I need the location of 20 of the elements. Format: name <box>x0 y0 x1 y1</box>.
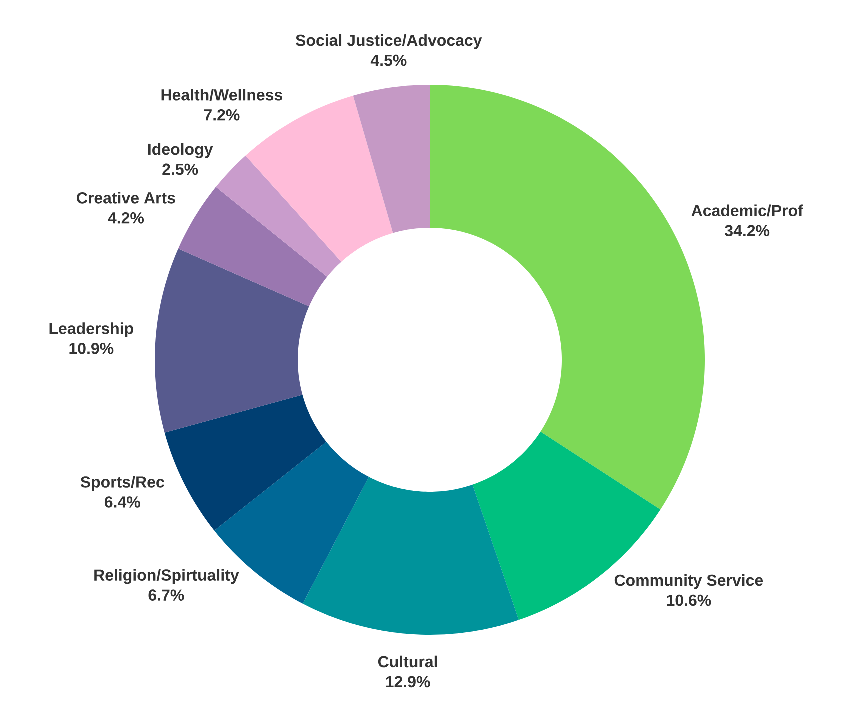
slice-label: Leadership <box>50 322 134 338</box>
slice-label: Academic/Prof <box>692 204 804 217</box>
data-label: 4.2% <box>108 212 144 224</box>
data-label: 4.5% <box>370 54 407 66</box>
slice-label: Ideology <box>148 143 214 158</box>
data-label: 10.9% <box>70 343 114 354</box>
slice-label: Social Justice/Advocacy <box>296 34 482 50</box>
slice-label: Community Service <box>614 574 764 590</box>
data-label: 12.9% <box>386 676 430 688</box>
slice-label: Creative Arts <box>77 192 176 204</box>
data-label: 6.4% <box>104 496 140 508</box>
data-label: 34.2% <box>725 225 770 237</box>
data-label: 10.6% <box>667 594 712 606</box>
slice-label: Cultural <box>378 656 438 668</box>
data-label: 7.2% <box>204 109 240 121</box>
data-label: 2.5% <box>162 164 198 176</box>
slice-label: Religion/Spirtuality <box>94 569 240 584</box>
slice-label: Sports/Rec <box>80 476 164 492</box>
slice-label: Health/Wellness <box>162 89 282 101</box>
data-label: 6.7% <box>148 590 184 601</box>
